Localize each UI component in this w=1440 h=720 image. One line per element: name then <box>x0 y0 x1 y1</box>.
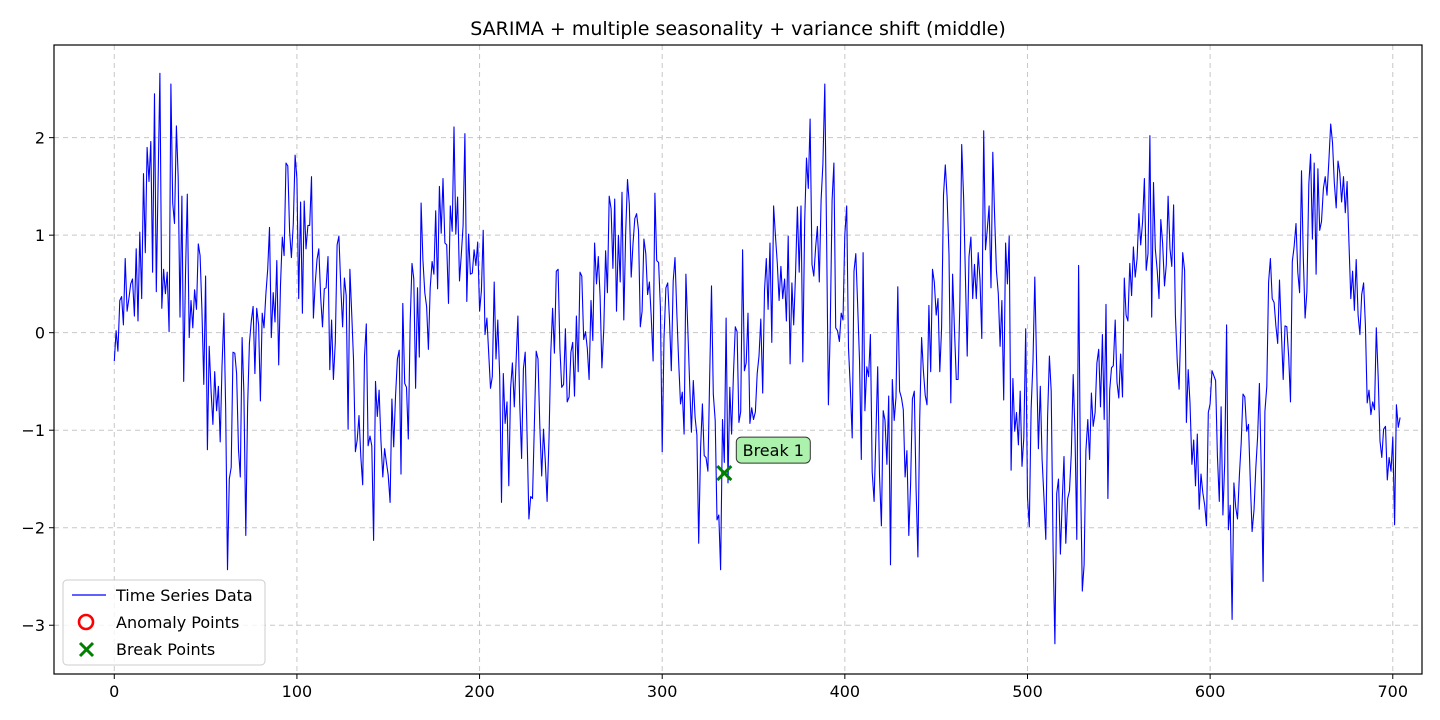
marker-layer: Break 1 <box>716 436 811 482</box>
y-tick-label: −1 <box>21 421 45 440</box>
series-line <box>113 72 1401 645</box>
legend-label-series: Time Series Data <box>115 586 253 605</box>
y-tick-label: −2 <box>21 519 45 538</box>
x-tick-label: 400 <box>830 682 861 701</box>
legend-label-anomaly: Anomaly Points <box>116 613 239 632</box>
y-tick-label: 1 <box>35 226 45 245</box>
series-layer <box>113 72 1401 645</box>
x-tick-label: 500 <box>1012 682 1043 701</box>
axis-ticks: 0 100 200 300 400 500 600 700 −3 −2 −1 0 1 2 <box>21 129 1408 701</box>
break-point <box>716 465 733 482</box>
x-tick-label: 300 <box>647 682 678 701</box>
x-tick-label: 700 <box>1378 682 1409 701</box>
grid <box>54 45 1422 674</box>
legend-label-break: Break Points <box>116 640 215 659</box>
legend: Time Series Data Anomaly Points Break Po… <box>62 579 266 666</box>
plot-area-frame <box>53 44 1423 675</box>
break-annotation-box <box>735 436 811 464</box>
legend-box <box>62 579 266 666</box>
legend-x-swatch <box>78 641 95 658</box>
y-tick-label: 2 <box>35 129 45 148</box>
x-tick-label: 100 <box>282 682 313 701</box>
legend-circle-swatch <box>77 613 95 631</box>
x-tick-label: 0 <box>109 682 119 701</box>
break-annotation-label: Break 1 <box>743 441 804 460</box>
y-tick-label: −3 <box>21 616 45 635</box>
break-point-stroke <box>716 465 733 482</box>
x-tick-label: 600 <box>1195 682 1226 701</box>
x-tick-label: 200 <box>464 682 495 701</box>
y-tick-label: 0 <box>35 324 45 343</box>
chart-title: SARIMA + multiple seasonality + variance… <box>470 18 1006 40</box>
